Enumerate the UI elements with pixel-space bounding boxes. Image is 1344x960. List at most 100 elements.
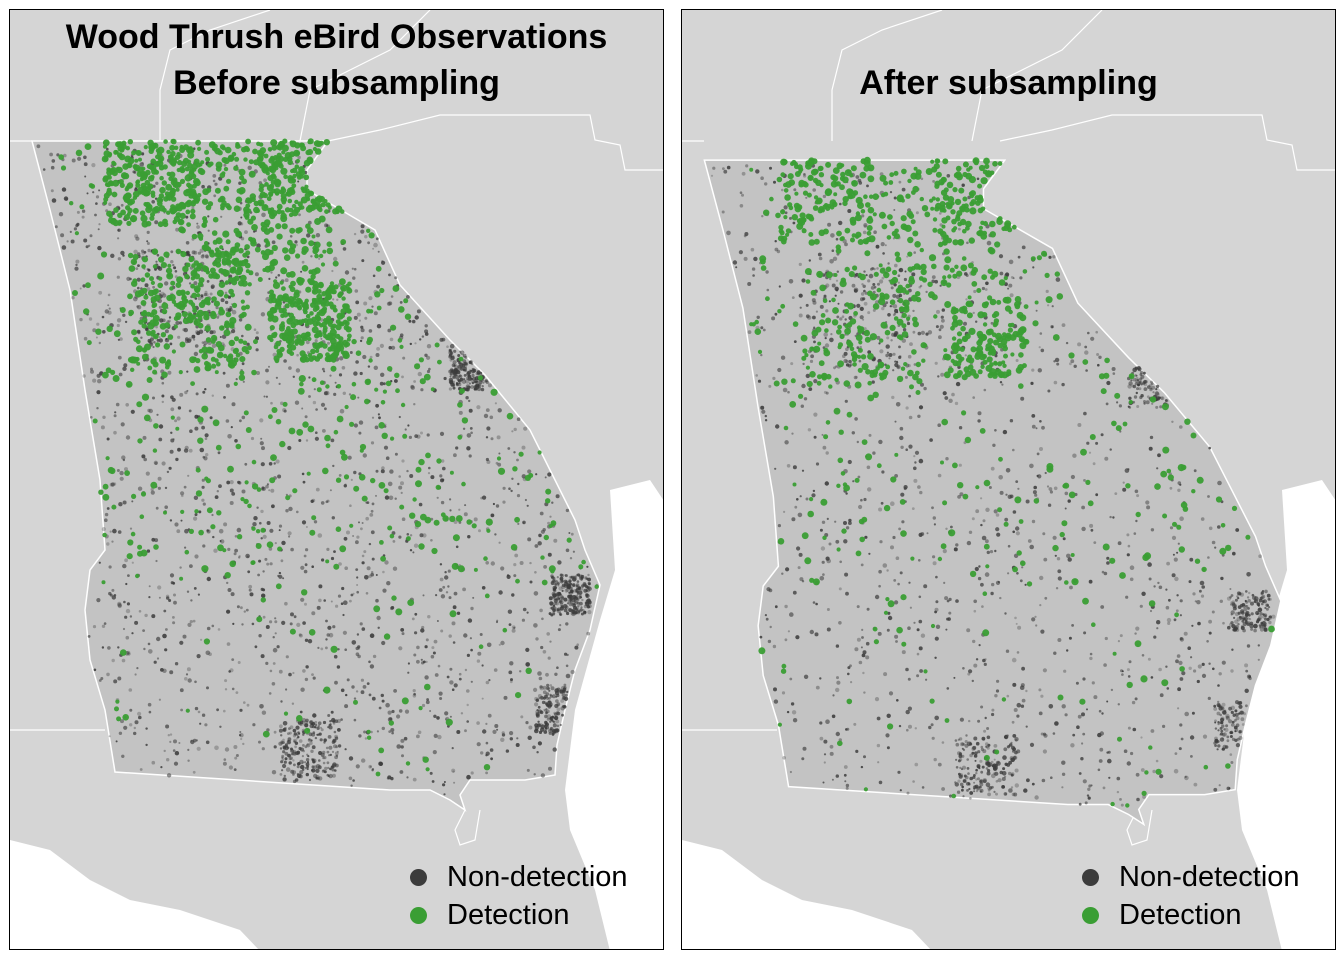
detection-point <box>229 266 237 274</box>
nondetection-point <box>862 284 866 288</box>
detection-point <box>297 201 303 207</box>
nondetection-point <box>487 383 492 388</box>
nondetection-point <box>377 250 380 253</box>
nondetection-point <box>935 624 941 629</box>
nondetection-point <box>156 413 159 416</box>
detection-point <box>319 341 324 346</box>
state-border <box>1126 809 1153 846</box>
nondetection-point <box>565 693 568 697</box>
nondetection-point <box>439 697 443 700</box>
nondetection-point <box>860 292 865 296</box>
gulf-water <box>10 840 259 949</box>
nondetection-point <box>201 713 206 717</box>
nondetection-point <box>297 735 300 739</box>
detection-point <box>166 267 173 274</box>
nondetection-point <box>281 620 286 626</box>
nondetection-point <box>427 472 431 475</box>
nondetection-point <box>259 704 264 709</box>
detection-point <box>277 161 283 167</box>
nondetection-point <box>414 434 419 438</box>
nondetection-point <box>439 337 444 342</box>
detection-point <box>331 323 337 329</box>
nondetection-point <box>146 287 151 291</box>
nondetection-point <box>550 581 555 585</box>
nondetection-point <box>144 283 149 288</box>
nondetection-point <box>492 729 497 735</box>
nondetection-point <box>559 573 563 577</box>
nondetection-point <box>496 728 499 731</box>
nondetection-point <box>242 742 245 746</box>
nondetection-point <box>442 466 446 471</box>
nondetection-point <box>337 728 341 732</box>
detection-point <box>383 633 391 640</box>
detection-point <box>195 490 203 497</box>
nondetection-point <box>177 447 181 452</box>
detection-point <box>273 279 278 284</box>
detection-point <box>201 223 206 228</box>
nondetection-point <box>401 517 406 521</box>
detection-point <box>267 334 273 341</box>
nondetection-point <box>97 245 102 251</box>
nondetection-point <box>375 598 379 603</box>
nondetection-point <box>420 431 423 435</box>
detection-point <box>164 191 170 197</box>
nondetection-point <box>372 654 377 659</box>
detection-point <box>322 249 327 254</box>
detection-point <box>260 221 266 227</box>
nondetection-point <box>348 776 353 781</box>
nondetection-point <box>509 731 514 736</box>
nondetection-point <box>453 591 458 596</box>
nondetection-point <box>277 474 282 479</box>
nondetection-point <box>92 191 95 194</box>
nondetection-point <box>973 781 976 784</box>
nondetection-point <box>386 777 390 780</box>
nondetection-point <box>492 502 495 506</box>
nondetection-point <box>409 549 413 552</box>
nondetection-point <box>465 387 469 392</box>
nondetection-point <box>296 737 299 740</box>
nondetection-point <box>993 790 996 794</box>
detection-point <box>364 398 370 405</box>
nondetection-point <box>732 260 738 265</box>
nondetection-point <box>536 751 539 754</box>
detection-point <box>366 339 372 346</box>
nondetection-point <box>540 773 546 778</box>
nondetection-point <box>107 646 111 650</box>
nondetection-point <box>305 439 309 442</box>
nondetection-point <box>117 676 122 681</box>
detection-point <box>120 649 127 656</box>
nondetection-point <box>440 629 444 633</box>
map-legend: Non-detection Detection <box>410 858 628 934</box>
nondetection-point <box>359 622 363 626</box>
nondetection-point <box>318 257 321 260</box>
detection-point <box>115 699 120 704</box>
nondetection-point <box>302 621 306 625</box>
nondetection-point <box>241 334 244 338</box>
nondetection-point <box>848 521 852 525</box>
nondetection-point <box>153 660 157 664</box>
detection-point <box>243 258 249 264</box>
nondetection-point <box>1230 761 1234 764</box>
nondetection-point <box>550 686 555 691</box>
nondetection-point <box>298 774 303 779</box>
nondetection-point <box>1015 622 1018 625</box>
detection-point <box>281 335 288 342</box>
nondetection-point <box>112 528 117 534</box>
detection-point <box>235 142 240 147</box>
detection-point <box>404 313 412 320</box>
nondetection-point <box>529 561 532 565</box>
nondetection-point <box>338 373 343 377</box>
nondetection-point <box>261 212 266 218</box>
detection-point <box>284 207 291 213</box>
nondetection-point <box>320 402 326 407</box>
nondetection-point <box>1244 613 1249 618</box>
detection-point <box>141 172 147 178</box>
nondetection-point <box>407 424 410 427</box>
nondetection-point <box>269 562 273 566</box>
nondetection-point <box>439 563 443 566</box>
nondetection-point <box>1235 528 1240 532</box>
detection-point <box>229 323 235 329</box>
nondetection-point <box>246 342 250 346</box>
nondetection-point <box>181 494 184 498</box>
nondetection-point <box>524 498 528 502</box>
